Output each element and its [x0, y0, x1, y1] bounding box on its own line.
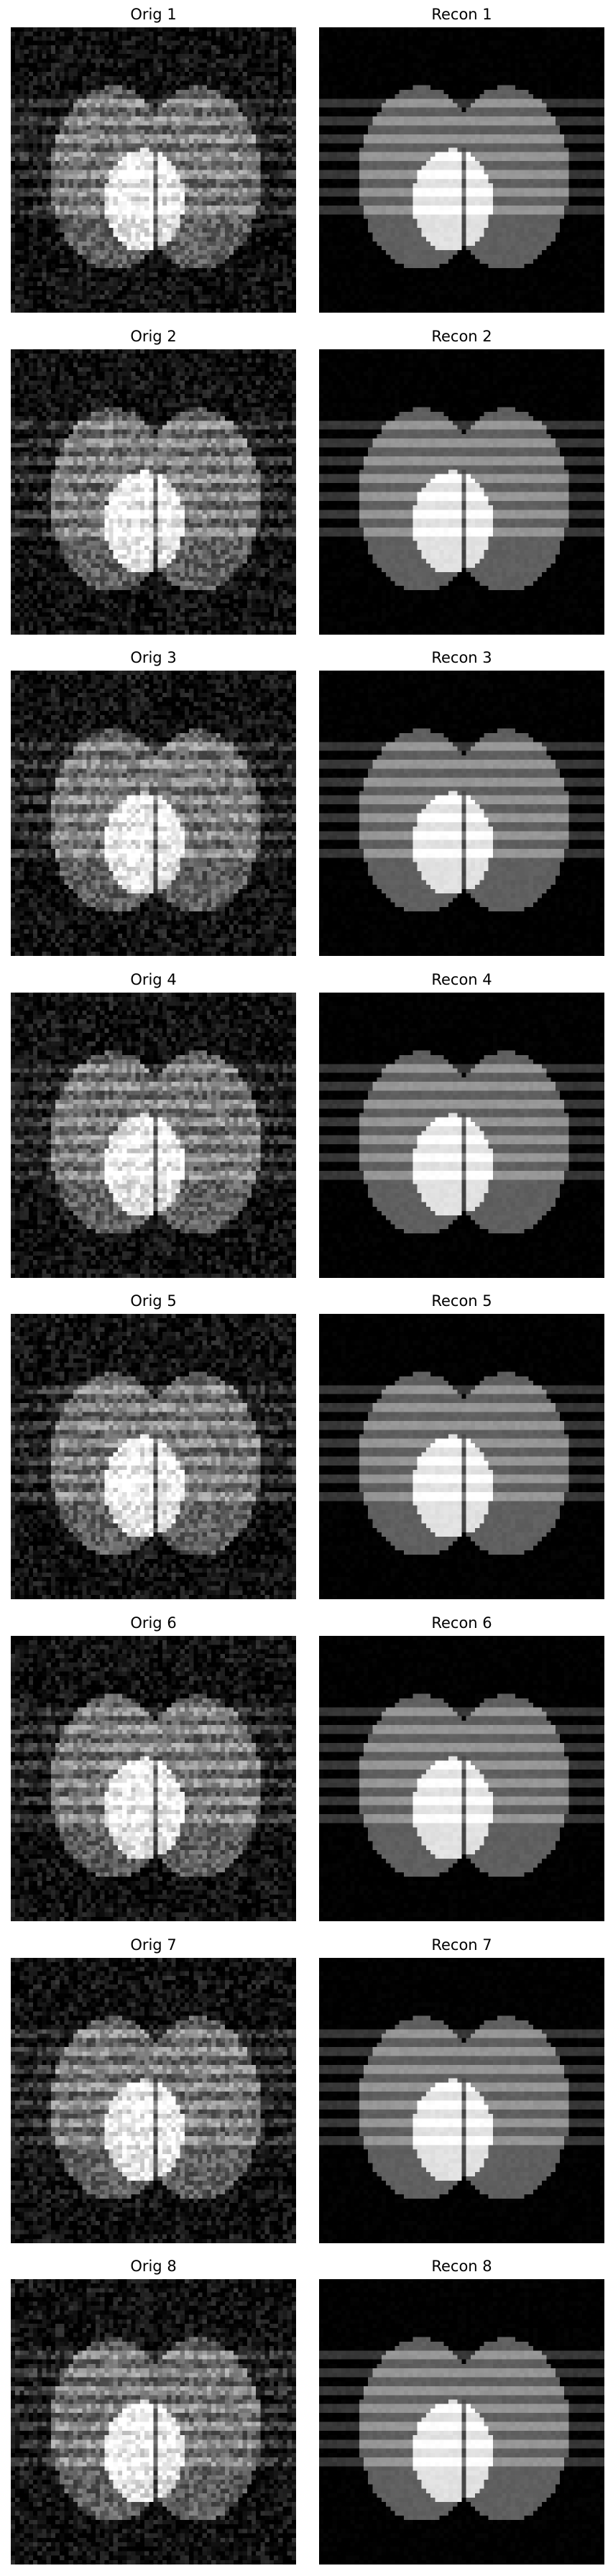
original-image — [11, 671, 296, 956]
reconstruction-image — [319, 1314, 604, 1599]
panel-title: Orig 8 — [130, 2258, 177, 2275]
reconstruction-image — [319, 27, 604, 313]
panel-title: Recon 5 — [431, 1292, 492, 1310]
panel-title: Recon 8 — [431, 2258, 492, 2275]
panel-title: Recon 7 — [431, 1936, 492, 1954]
panel-title: Recon 6 — [431, 1614, 492, 1632]
reconstruction-image — [319, 2279, 604, 2564]
reconstruction-image — [319, 349, 604, 635]
panel-title: Recon 1 — [431, 6, 492, 23]
original-image — [11, 349, 296, 635]
panel-title: Recon 4 — [431, 971, 492, 988]
reconstruction-image — [319, 993, 604, 1278]
original-image — [11, 993, 296, 1278]
original-image — [11, 1958, 296, 2243]
panel-title: Orig 2 — [130, 328, 177, 345]
panel-title: Orig 3 — [130, 649, 177, 666]
original-image — [11, 2279, 296, 2564]
panel-title: Orig 5 — [130, 1292, 177, 1310]
original-image — [11, 27, 296, 313]
panel-title: Orig 1 — [130, 6, 177, 23]
reconstruction-image — [319, 1958, 604, 2243]
original-image — [11, 1314, 296, 1599]
reconstruction-image — [319, 671, 604, 956]
original-image — [11, 1636, 296, 1921]
panel-title: Orig 7 — [130, 1936, 177, 1954]
panel-title: Recon 2 — [431, 328, 492, 345]
panel-title: Recon 3 — [431, 649, 492, 666]
panel-title: Orig 6 — [130, 1614, 177, 1632]
panel-title: Orig 4 — [130, 971, 177, 988]
reconstruction-image — [319, 1636, 604, 1921]
